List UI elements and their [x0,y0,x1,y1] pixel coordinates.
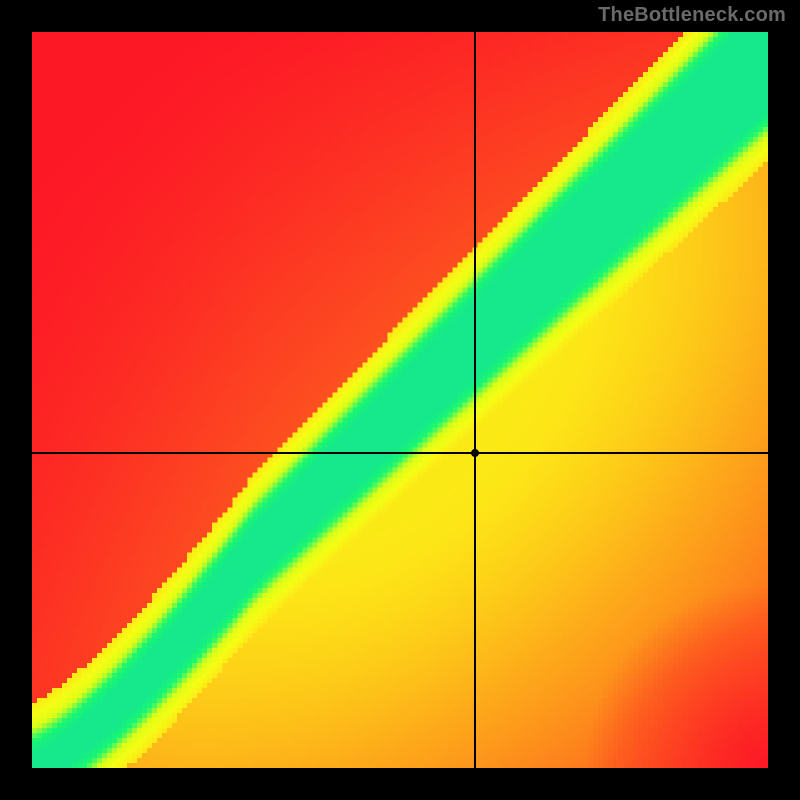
watermark-text: TheBottleneck.com [598,4,786,27]
crosshair-horizontal [32,452,768,454]
chart-container: TheBottleneck.com [0,0,800,800]
crosshair-vertical [474,32,476,768]
heatmap-canvas [32,32,768,768]
crosshair-dot [471,449,479,457]
